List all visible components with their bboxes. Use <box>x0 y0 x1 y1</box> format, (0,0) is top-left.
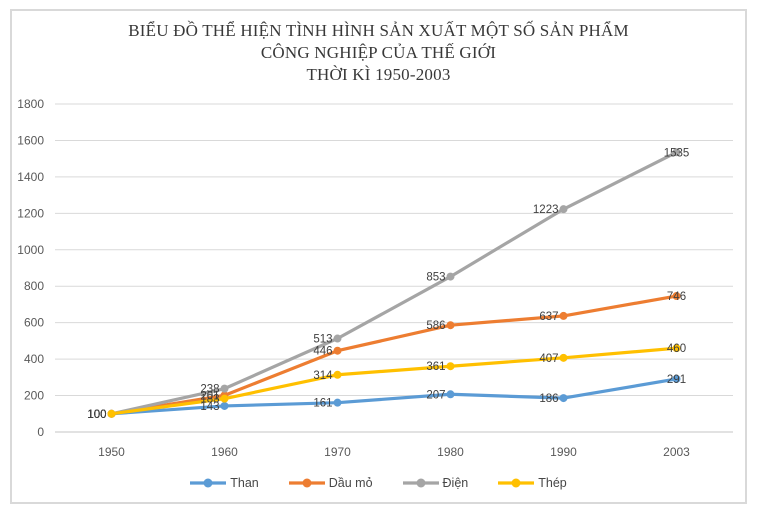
series-line-Thép <box>109 346 679 416</box>
series-line-Dầu mỏ <box>109 294 679 416</box>
data-point-marker <box>559 353 568 362</box>
data-label: 637 <box>539 311 558 323</box>
x-axis-tick-label: 1980 <box>437 445 464 459</box>
legend-label: Điện <box>442 476 469 490</box>
data-label: 207 <box>426 389 445 401</box>
data-label: 161 <box>313 398 332 410</box>
data-point-marker <box>220 394 229 403</box>
legend-item-Than: Than <box>190 476 259 490</box>
y-axis-tick-label: 1200 <box>17 206 44 220</box>
data-point-marker <box>672 148 681 157</box>
data-point-marker <box>446 390 455 399</box>
data-label: 361 <box>426 361 445 373</box>
legend-marker-icon <box>402 478 439 488</box>
data-label: 1535 <box>664 147 690 159</box>
data-label: 460 <box>667 343 686 355</box>
x-axis-tick-label: 1950 <box>98 445 125 459</box>
y-axis-tick-label: 1000 <box>17 243 44 257</box>
data-point-marker <box>672 374 681 383</box>
legend-marker-icon <box>498 478 535 488</box>
data-point-marker <box>672 344 681 353</box>
data-label: 746 <box>667 291 686 303</box>
legend-item-Điện: Điện <box>402 476 469 490</box>
chart-title-line-3: THỜI KÌ 1950-2003 <box>306 65 451 84</box>
series-line-Điện <box>109 150 679 416</box>
data-label: 143 <box>200 401 219 413</box>
y-axis-tick-label: 400 <box>24 352 44 366</box>
data-point-marker <box>446 321 455 330</box>
x-axis-tick-label: 1990 <box>550 445 577 459</box>
legend-label: Dầu mỏ <box>328 476 373 490</box>
chart-title: BIỂU ĐỒ THỂ HIỆN TÌNH HÌNH SẢN XUẤT MỘT … <box>0 20 757 86</box>
data-label: 853 <box>426 272 445 284</box>
data-label: 201 <box>200 390 219 402</box>
y-axis-tick-label: 0 <box>37 425 44 439</box>
data-label: 513 <box>313 334 332 346</box>
data-point-marker <box>333 346 342 355</box>
data-label: 314 <box>313 370 333 382</box>
data-label: 586 <box>426 320 445 332</box>
legend-marker-icon <box>190 478 227 488</box>
data-point-marker <box>107 409 116 418</box>
data-point-marker <box>559 311 568 320</box>
legend-marker-icon <box>288 478 325 488</box>
legend-item-Thép: Thép <box>498 476 567 490</box>
y-axis-tick-label: 1400 <box>17 170 44 184</box>
data-label: 407 <box>539 353 558 365</box>
chart-title-line-1: BIỂU ĐỒ THỂ HIỆN TÌNH HÌNH SẢN XUẤT MỘT … <box>128 21 629 40</box>
chart-title-line-2: CÔNG NGHIỆP CỦA THẾ GIỚI <box>260 43 497 62</box>
data-point-marker <box>333 398 342 407</box>
data-point-marker <box>333 334 342 343</box>
data-point-marker <box>559 205 568 214</box>
data-label: 100 <box>87 409 106 421</box>
legend-label: Than <box>230 476 259 490</box>
x-axis-tick-label: 1960 <box>211 445 238 459</box>
y-axis-tick-label: 800 <box>24 279 44 293</box>
legend-label: Thép <box>538 476 567 490</box>
data-point-marker <box>446 272 455 281</box>
data-point-marker <box>220 401 229 410</box>
chart-frame <box>10 9 747 504</box>
data-label: 238 <box>200 384 219 396</box>
data-label: 291 <box>667 374 686 386</box>
data-point-marker <box>559 394 568 403</box>
series-line-Than <box>109 377 679 416</box>
data-label: 1223 <box>533 204 559 216</box>
y-axis-tick-label: 1800 <box>17 97 44 111</box>
data-label: 186 <box>539 393 558 405</box>
data-label: 100 <box>87 409 106 421</box>
x-axis-tick-label: 1970 <box>324 445 351 459</box>
data-point-marker <box>333 370 342 379</box>
y-axis-tick-label: 200 <box>24 389 44 403</box>
data-label: 100 <box>87 409 106 421</box>
data-label: 100 <box>87 409 106 421</box>
y-axis-tick-label: 1600 <box>17 133 44 147</box>
data-point-marker <box>672 292 681 301</box>
legend-item-Dầu mỏ: Dầu mỏ <box>288 476 373 490</box>
data-label: 183 <box>200 394 219 406</box>
data-point-marker <box>220 384 229 393</box>
data-label: 446 <box>313 346 332 358</box>
x-axis-tick-label: 2003 <box>663 445 690 459</box>
chart-legend: Than Dầu mỏ Điện Thép <box>0 473 757 493</box>
y-axis-tick-label: 600 <box>24 316 44 330</box>
data-point-marker <box>446 362 455 371</box>
